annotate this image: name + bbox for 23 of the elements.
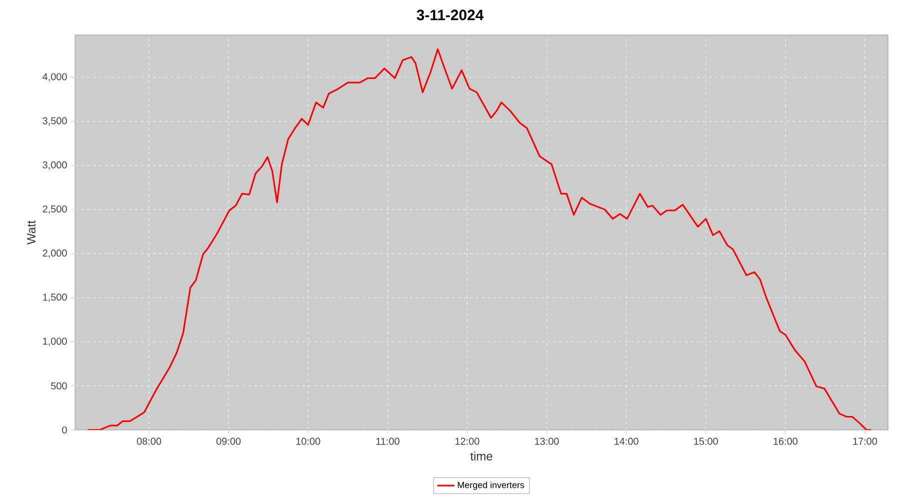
y-tick-label: 3,000 <box>42 161 67 170</box>
y-tick-label: 1,500 <box>43 294 67 302</box>
x-tick-label: 08:00 <box>136 438 162 445</box>
y-tick-label: 1,000 <box>43 338 67 346</box>
x-tick-label: 14:00 <box>614 438 638 445</box>
y-tick-label: 3,500 <box>42 117 67 126</box>
x-tick-label: 10:00 <box>296 438 320 445</box>
x-tick-label: 11:00 <box>376 438 400 445</box>
x-tick-label: 16:00 <box>774 438 798 445</box>
x-tick-label: 13:00 <box>535 438 559 445</box>
y-tick-label: 0 <box>62 426 67 434</box>
x-axis-title: time <box>470 452 492 460</box>
y-tick-label: 500 <box>51 382 67 390</box>
x-tick-label: 09:00 <box>216 438 241 445</box>
x-tick-label: 12:00 <box>455 438 480 445</box>
x-tick-label: 17:00 <box>853 438 878 445</box>
x-tick-label: 15:00 <box>694 438 718 445</box>
legend-label: Merged inverters <box>458 482 524 490</box>
y-tick-label: 4,000 <box>42 73 67 82</box>
y-axis-title: Watt <box>27 220 36 244</box>
y-tick-label: 2,000 <box>42 250 67 258</box>
chart-title: 3-11-2024 <box>416 10 484 20</box>
y-tick-label: 2,500 <box>42 205 67 214</box>
